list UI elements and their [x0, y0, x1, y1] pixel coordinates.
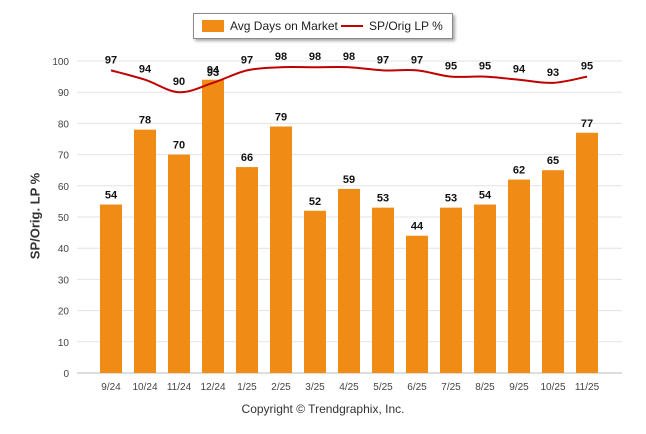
- bar-value-label: 53: [377, 193, 389, 205]
- bar: [338, 188, 360, 373]
- bar-value-label: 77: [581, 118, 593, 130]
- bar: [168, 154, 190, 373]
- legend-item-bar[interactable]: Avg Days on Market: [202, 19, 338, 33]
- bar-value-label: 65: [547, 155, 559, 167]
- data-labels: 54 78 70 94 66 79 52 59 53 44 53 54 62 65 77 97 94 90 93 97…: [105, 51, 593, 232]
- line-value-label: 97: [377, 54, 389, 66]
- bar-value-label: 53: [445, 193, 457, 205]
- bar-value-label: 78: [139, 115, 151, 127]
- y-axis-label: SP/Orig. LP %: [27, 172, 43, 260]
- bar-series: [100, 79, 598, 374]
- legend: Avg Days on Market SP/Orig LP %: [193, 13, 453, 39]
- line-value-label: 93: [547, 67, 559, 79]
- x-tick-label: 11/24: [167, 382, 192, 393]
- line-value-label: 93: [207, 67, 219, 79]
- bar-value-label: 54: [105, 190, 118, 202]
- line-value-label: 97: [241, 54, 253, 66]
- line-value-label: 95: [581, 61, 593, 73]
- x-tick-label: 11/25: [575, 382, 600, 393]
- x-tick-label: 7/25: [441, 382, 461, 393]
- line-value-label: 98: [275, 51, 287, 63]
- bar: [406, 235, 428, 373]
- line-value-label: 94: [513, 64, 526, 76]
- x-tick-label: 10/25: [540, 382, 565, 393]
- bar: [134, 129, 156, 373]
- y-tick-label: 20: [58, 307, 70, 318]
- y-tick-label: 50: [58, 213, 70, 224]
- x-tick-label: 6/25: [407, 382, 427, 393]
- bar-value-label: 62: [513, 165, 525, 177]
- bar: [304, 210, 326, 373]
- x-tick-label: 3/25: [305, 382, 325, 393]
- bar-value-label: 44: [411, 221, 424, 233]
- bar: [202, 79, 224, 373]
- x-tick-label: 2/25: [271, 382, 291, 393]
- line-value-label: 98: [343, 51, 355, 63]
- bar-value-label: 54: [479, 190, 492, 202]
- bar-value-label: 59: [343, 174, 355, 186]
- line-value-label: 90: [173, 76, 185, 88]
- legend-line-label: SP/Orig LP %: [369, 19, 443, 33]
- x-tick-label: 5/25: [373, 382, 393, 393]
- line-value-label: 97: [105, 54, 117, 66]
- x-tick-label: 1/25: [237, 382, 257, 393]
- legend-bar-swatch: [202, 20, 224, 32]
- line-value-label: 95: [445, 61, 457, 73]
- line-value-label: 98: [309, 51, 321, 63]
- line-value-label: 95: [479, 61, 491, 73]
- bar-value-label: 66: [241, 152, 253, 164]
- line-value-label: 94: [139, 64, 152, 76]
- x-tick-label: 12/24: [200, 382, 225, 393]
- legend-line-swatch: [341, 25, 363, 27]
- bar: [508, 179, 530, 373]
- x-tick-label: 4/25: [339, 382, 359, 393]
- legend-item-line[interactable]: SP/Orig LP %: [341, 19, 443, 33]
- line-value-label: 97: [411, 54, 423, 66]
- x-tick-label: 9/24: [101, 382, 121, 393]
- bar: [372, 207, 394, 373]
- legend-bar-label: Avg Days on Market: [230, 19, 338, 33]
- x-tick-label: 8/25: [475, 382, 495, 393]
- bar: [440, 207, 462, 373]
- bar-value-label: 79: [275, 112, 287, 124]
- y-tick-label: 90: [58, 88, 70, 99]
- copyright-text: Copyright © Trendgraphix, Inc.: [241, 402, 405, 416]
- line-series: [110, 66, 588, 94]
- bar-value-label: 94: [207, 65, 220, 77]
- y-tick-label: 0: [63, 369, 69, 380]
- bar-value-label: 52: [309, 196, 321, 208]
- y-tick-label: 10: [58, 338, 70, 349]
- bar: [474, 204, 496, 373]
- y-tick-label: 70: [58, 151, 70, 162]
- bar: [270, 126, 292, 374]
- axes: 0 10 20 30 40 50 60 70 80 90 100 9/24 10/24 11/24 12/2…: [52, 57, 622, 393]
- y-tick-label: 80: [58, 119, 70, 130]
- line-path: [110, 66, 588, 94]
- x-tick-label: 10/24: [132, 382, 157, 393]
- bar: [576, 132, 598, 373]
- y-tick-label: 30: [58, 275, 70, 286]
- y-tick-label: 100: [52, 57, 69, 68]
- bar-value-label: 70: [173, 140, 185, 152]
- bar: [100, 204, 122, 373]
- bar: [542, 170, 564, 373]
- y-tick-label: 40: [58, 244, 70, 255]
- y-tick-label: 60: [58, 182, 70, 193]
- bar: [236, 167, 258, 373]
- x-tick-label: 9/25: [509, 382, 529, 393]
